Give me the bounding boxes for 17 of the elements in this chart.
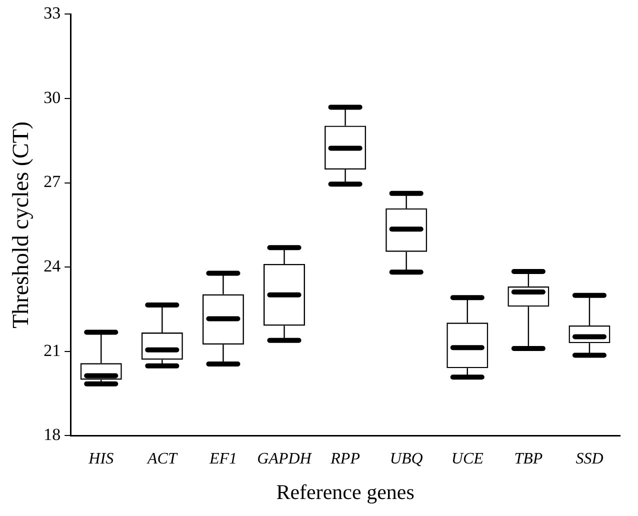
y-tick-label: 33 xyxy=(44,4,61,23)
y-tick-label: 30 xyxy=(44,88,61,107)
x-tick-label: HIS xyxy=(88,450,114,468)
x-tick-label: EF1 xyxy=(208,450,237,468)
y-tick-label: 18 xyxy=(44,425,61,444)
y-axis-title: Threshold cycles (CT) xyxy=(8,121,33,328)
x-tick-label: TBP xyxy=(514,450,543,468)
x-tick-label: RPP xyxy=(330,450,360,468)
y-tick-label: 21 xyxy=(44,340,61,360)
x-tick-label: ACT xyxy=(146,450,178,468)
x-tick-label: SSD xyxy=(576,450,604,468)
x-tick-label: UBQ xyxy=(390,450,424,468)
x-axis-title: Reference genes xyxy=(276,480,414,504)
y-tick-label: 24 xyxy=(44,256,62,276)
y-tick-label: 27 xyxy=(44,172,62,192)
x-tick-label: UCE xyxy=(451,450,484,468)
x-tick-label: GAPDH xyxy=(257,450,313,468)
